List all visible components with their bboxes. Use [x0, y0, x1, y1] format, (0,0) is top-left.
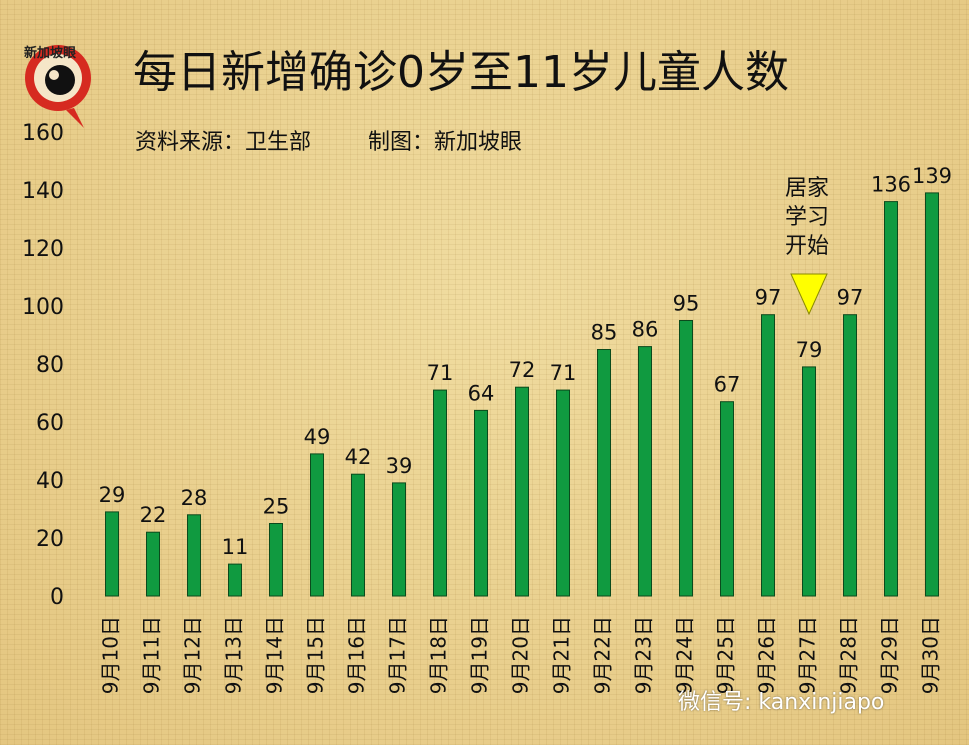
bar [146, 531, 160, 597]
x-tick-label: 9月28日 [837, 616, 861, 694]
x-tick-label: 9月15日 [304, 616, 328, 694]
chart-subtitle: 资料来源：卫生部 制图：新加坡眼 [135, 124, 572, 156]
annotation-line: 居家 [784, 176, 829, 201]
x-tick-label: 9月23日 [632, 616, 656, 694]
value-label: 29 [99, 483, 126, 507]
bar [433, 389, 447, 597]
x-tick-label: 9月16日 [345, 616, 369, 694]
value-label: 71 [427, 361, 454, 385]
annotation-text: 居家 学习 开始 [782, 174, 832, 261]
value-label: 42 [345, 445, 372, 469]
value-label: 97 [755, 286, 782, 310]
source-label: 资料来源：卫生部 [135, 130, 312, 155]
bar [105, 511, 119, 597]
y-tick-label: 140 [22, 179, 64, 204]
value-label: 139 [912, 164, 952, 188]
value-label: 79 [796, 338, 823, 362]
bar [597, 349, 611, 597]
bar [802, 366, 816, 597]
y-tick-label: 40 [36, 469, 64, 494]
x-tick-label: 9月24日 [673, 616, 697, 694]
x-tick-label: 9月14日 [263, 616, 287, 694]
value-label: 85 [591, 321, 618, 345]
x-tick-label: 9月25日 [714, 616, 738, 694]
credit-label: 制图：新加坡眼 [368, 130, 523, 155]
x-tick-label: 9月30日 [919, 616, 943, 694]
marker-triangle [790, 273, 828, 316]
x-tick-label: 9月11日 [140, 616, 164, 694]
x-tick-label: 9月22日 [591, 616, 615, 694]
bar [556, 389, 570, 597]
bar [228, 563, 242, 597]
x-tick-label: 9月12日 [181, 616, 205, 694]
bar [392, 482, 406, 597]
y-tick-label: 160 [22, 121, 64, 146]
value-label: 136 [871, 173, 911, 197]
y-tick-label: 120 [22, 237, 64, 262]
bar [351, 473, 365, 597]
bar [720, 401, 734, 597]
bar [679, 320, 693, 597]
value-label: 39 [386, 454, 413, 478]
y-tick-label: 0 [50, 585, 64, 610]
bar [925, 192, 939, 597]
x-tick-label: 9月18日 [427, 616, 451, 694]
x-tick-label: 9月29日 [878, 616, 902, 694]
value-label: 95 [673, 292, 700, 316]
x-tick-label: 9月19日 [468, 616, 492, 694]
value-label: 67 [714, 373, 741, 397]
logo-icon [25, 45, 91, 128]
value-label: 25 [263, 495, 290, 519]
y-tick-label: 60 [36, 411, 64, 436]
y-tick-label: 100 [22, 295, 64, 320]
bar [843, 314, 857, 597]
y-tick-label: 20 [36, 527, 64, 552]
value-label: 49 [304, 425, 331, 449]
value-label: 64 [468, 381, 495, 405]
bar [761, 314, 775, 597]
value-label: 97 [837, 286, 864, 310]
bar [515, 386, 529, 597]
value-label: 72 [509, 358, 536, 382]
bar [269, 523, 283, 597]
annotation-line: 开始 [784, 234, 829, 259]
bar [474, 409, 488, 597]
value-label: 71 [550, 361, 577, 385]
value-label: 11 [222, 535, 249, 559]
x-tick-label: 9月10日 [99, 616, 123, 694]
bar [187, 514, 201, 597]
value-label: 86 [632, 318, 659, 342]
x-tick-label: 9月26日 [755, 616, 779, 694]
value-label: 22 [140, 503, 167, 527]
watermark: 微信号: kanxinjiapo [678, 690, 885, 715]
x-tick-label: 9月21日 [550, 616, 574, 694]
x-tick-label: 9月13日 [222, 616, 246, 694]
chart-title: 每日新增确诊0岁至11岁儿童人数 [133, 47, 789, 98]
bar [638, 346, 652, 597]
bar [310, 453, 324, 597]
bar [884, 201, 898, 597]
x-tick-label: 9月20日 [509, 616, 533, 694]
annotation-line: 学习 [784, 205, 829, 230]
x-tick-label: 9月27日 [796, 616, 820, 694]
logo-text: 新加坡眼 [24, 46, 77, 61]
x-tick-label: 9月17日 [386, 616, 410, 694]
y-tick-label: 80 [36, 353, 64, 378]
value-label: 28 [181, 486, 208, 510]
